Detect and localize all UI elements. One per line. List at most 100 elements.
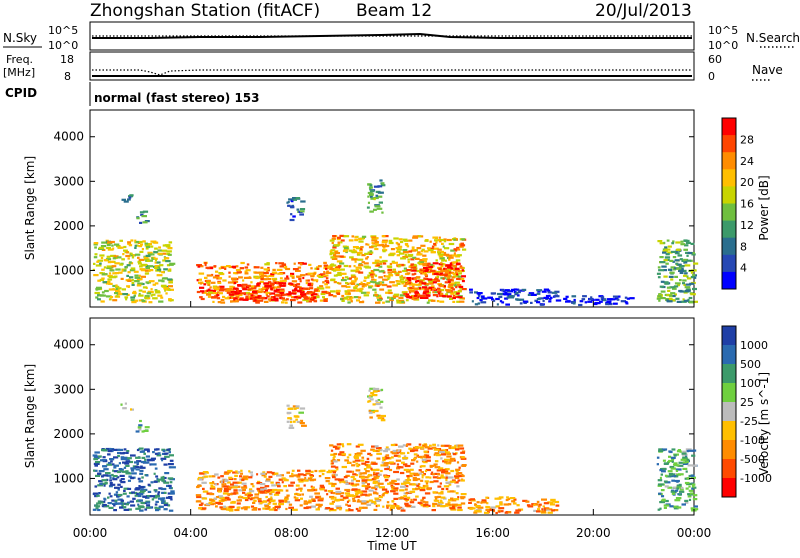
data-cell	[407, 451, 410, 454]
data-cell	[223, 485, 227, 488]
data-cell	[119, 239, 123, 242]
data-cell	[448, 286, 452, 289]
data-cell	[163, 287, 167, 290]
data-cell	[330, 465, 336, 468]
data-cell	[382, 456, 387, 459]
data-cell	[248, 470, 251, 473]
data-cell	[389, 281, 395, 284]
data-cell	[332, 235, 337, 238]
data-cell	[341, 480, 347, 483]
data-cell	[404, 504, 411, 507]
data-cell	[384, 448, 391, 451]
data-cell	[430, 267, 433, 270]
data-cell	[454, 267, 460, 270]
data-cell	[146, 259, 151, 262]
data-cell	[511, 295, 515, 298]
data-cell	[373, 268, 380, 272]
data-cell	[334, 255, 340, 258]
data-cell	[361, 479, 368, 482]
data-cell	[374, 279, 377, 282]
data-cell	[356, 500, 362, 503]
data-cell	[413, 453, 418, 456]
data-cell	[298, 296, 302, 299]
data-cell	[365, 470, 368, 473]
data-cell	[495, 505, 500, 508]
data-cell	[489, 296, 493, 299]
data-cell	[321, 273, 324, 276]
data-cell	[109, 476, 112, 479]
colorbar-segment	[722, 254, 736, 273]
data-cell	[249, 490, 255, 493]
data-cell	[138, 292, 141, 296]
data-cell	[439, 482, 442, 485]
data-cell	[333, 460, 338, 463]
data-cell	[93, 242, 99, 245]
data-cell	[139, 506, 145, 509]
data-cell	[396, 463, 400, 466]
data-cell	[163, 268, 168, 271]
data-cell	[428, 299, 434, 302]
data-cell	[374, 259, 380, 262]
data-cell	[332, 264, 337, 267]
data-cell	[260, 278, 264, 281]
data-cell	[130, 504, 136, 507]
data-cell	[206, 279, 211, 282]
data-cell	[318, 503, 323, 506]
data-cell	[152, 297, 158, 300]
data-cell	[377, 480, 380, 483]
data-cell	[338, 255, 344, 258]
data-cell	[565, 300, 571, 303]
data-cell	[221, 266, 225, 269]
data-cell	[112, 502, 118, 505]
data-cell	[446, 266, 453, 269]
data-cell	[256, 473, 259, 476]
data-cell	[504, 291, 508, 295]
data-cell	[440, 262, 443, 265]
data-cell	[260, 472, 266, 475]
data-cell	[231, 265, 237, 268]
data-cell	[254, 297, 258, 301]
data-cell	[388, 461, 394, 464]
data-cell	[139, 419, 142, 423]
data-cell	[95, 474, 101, 477]
data-cell	[381, 182, 385, 185]
data-cell	[359, 290, 363, 293]
data-cell	[602, 299, 607, 302]
data-cell	[310, 505, 316, 508]
data-cell	[678, 483, 682, 486]
data-cell	[367, 400, 370, 403]
data-cell	[334, 466, 339, 469]
data-cell	[160, 487, 167, 491]
data-cell	[456, 246, 460, 249]
data-cell	[99, 262, 102, 265]
cpid-value: normal (fast stereo) 153	[94, 91, 260, 105]
data-cell	[435, 259, 438, 262]
colorbar-tick-label: -100	[740, 434, 765, 447]
data-cell	[427, 278, 433, 281]
data-cell	[449, 297, 454, 300]
data-cell	[139, 268, 145, 271]
data-cell	[374, 445, 379, 448]
data-cell	[293, 197, 297, 200]
data-cell	[346, 456, 350, 459]
colorbar-tick-label: -1000	[740, 472, 772, 485]
data-cell	[97, 484, 104, 487]
data-cell	[423, 450, 428, 453]
data-cell	[320, 486, 325, 489]
data-cell	[572, 302, 576, 305]
data-cell	[392, 295, 396, 299]
data-cell	[212, 300, 215, 303]
data-cell	[262, 500, 267, 503]
data-cell	[227, 507, 231, 510]
data-cell	[96, 502, 101, 505]
data-cell	[135, 507, 141, 510]
data-cell	[329, 239, 335, 242]
data-cell	[244, 493, 248, 496]
data-cell	[555, 299, 562, 302]
data-cell	[471, 507, 476, 510]
data-cell	[409, 472, 415, 475]
data-cell	[355, 462, 359, 465]
data-cell	[451, 287, 454, 290]
data-cell	[687, 464, 694, 467]
data-cell	[395, 459, 402, 462]
